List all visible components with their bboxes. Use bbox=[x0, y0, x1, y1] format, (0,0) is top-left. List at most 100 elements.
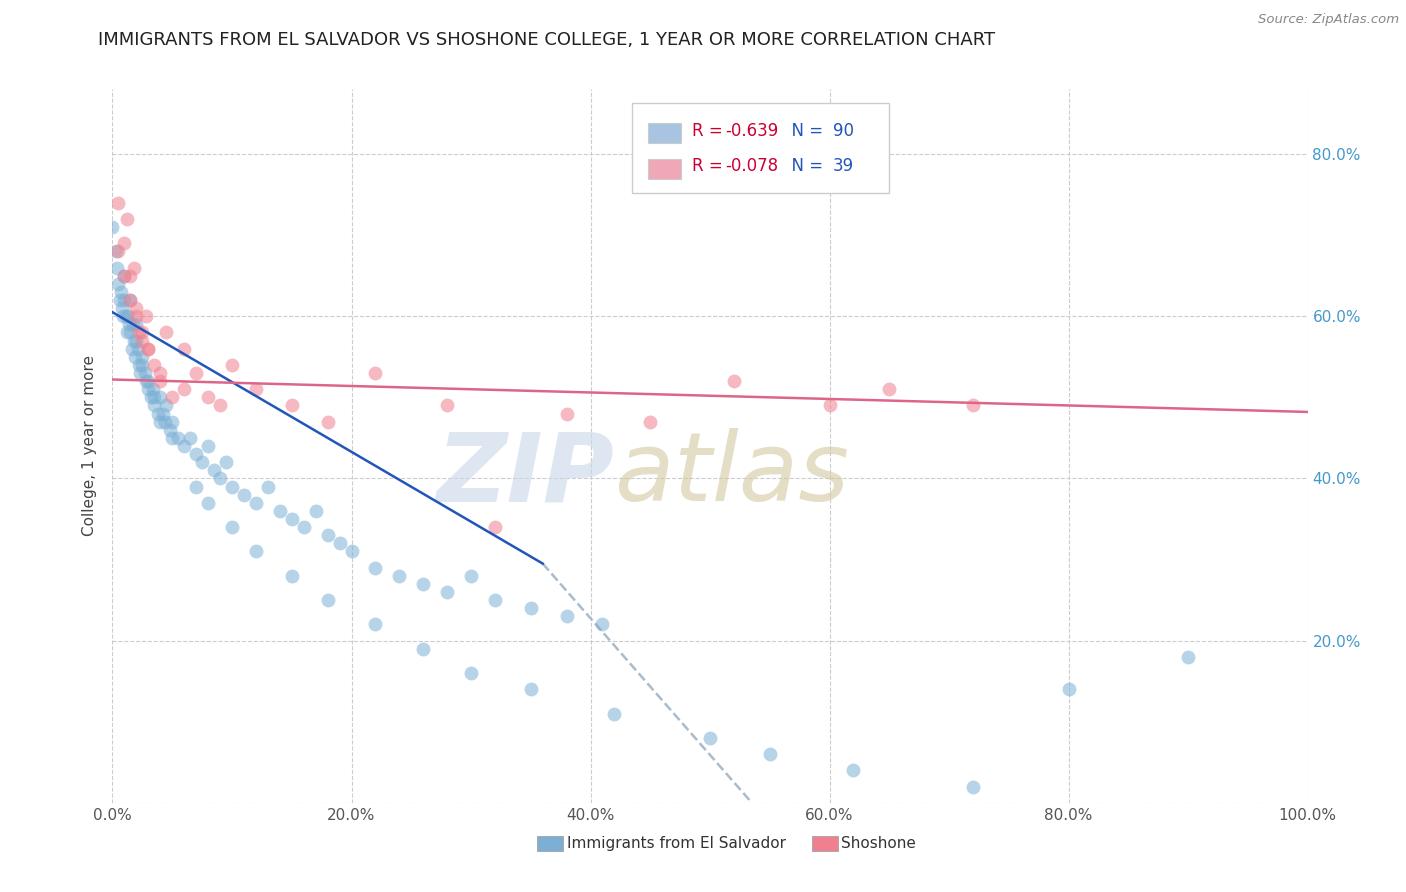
Text: N =: N = bbox=[780, 121, 828, 139]
Point bbox=[128, 326, 150, 340]
Point bbox=[197, 390, 219, 404]
Point bbox=[215, 455, 238, 469]
Point bbox=[197, 439, 219, 453]
Point bbox=[962, 399, 984, 413]
Text: R =: R = bbox=[692, 121, 728, 139]
Point bbox=[110, 285, 132, 299]
Point bbox=[699, 731, 721, 745]
FancyBboxPatch shape bbox=[537, 836, 562, 851]
Point bbox=[134, 366, 156, 380]
Text: IMMIGRANTS FROM EL SALVADOR VS SHOSHONE COLLEGE, 1 YEAR OR MORE CORRELATION CHAR: IMMIGRANTS FROM EL SALVADOR VS SHOSHONE … bbox=[98, 31, 995, 49]
Point bbox=[245, 544, 267, 558]
Point bbox=[191, 455, 214, 469]
Point bbox=[221, 358, 243, 372]
Point bbox=[879, 382, 901, 396]
Point bbox=[129, 366, 152, 380]
Point bbox=[436, 585, 458, 599]
Point bbox=[484, 593, 506, 607]
Text: Shoshone: Shoshone bbox=[842, 836, 917, 851]
Point bbox=[221, 520, 243, 534]
Point bbox=[120, 293, 142, 307]
Point bbox=[142, 382, 165, 396]
Point bbox=[149, 374, 172, 388]
Point bbox=[125, 318, 148, 332]
Point bbox=[364, 617, 387, 632]
Point bbox=[197, 496, 219, 510]
Point bbox=[124, 350, 146, 364]
Point bbox=[120, 326, 142, 340]
Text: 39: 39 bbox=[834, 157, 855, 175]
Point bbox=[245, 382, 267, 396]
Point bbox=[412, 577, 434, 591]
Point bbox=[131, 358, 153, 372]
Point bbox=[107, 195, 129, 210]
Text: 90: 90 bbox=[834, 121, 853, 139]
Point bbox=[209, 471, 232, 485]
Point bbox=[125, 310, 148, 324]
Point bbox=[173, 382, 195, 396]
Point bbox=[281, 568, 304, 582]
Point bbox=[127, 342, 149, 356]
Point bbox=[257, 479, 280, 493]
Point bbox=[146, 407, 169, 421]
Point bbox=[292, 520, 315, 534]
Point bbox=[138, 382, 160, 396]
Text: -0.078: -0.078 bbox=[725, 157, 779, 175]
Point bbox=[316, 593, 339, 607]
Point bbox=[460, 568, 482, 582]
Point bbox=[520, 601, 543, 615]
Point bbox=[179, 431, 201, 445]
Point bbox=[281, 512, 304, 526]
Point bbox=[162, 431, 183, 445]
Point bbox=[316, 415, 339, 429]
Point bbox=[107, 244, 129, 259]
Text: -0.639: -0.639 bbox=[725, 121, 779, 139]
Text: ZIP: ZIP bbox=[436, 428, 614, 521]
Text: Source: ZipAtlas.com: Source: ZipAtlas.com bbox=[1258, 13, 1399, 27]
Point bbox=[115, 326, 138, 340]
Point bbox=[173, 342, 195, 356]
Point bbox=[186, 479, 208, 493]
Point bbox=[120, 293, 142, 307]
Text: R =: R = bbox=[692, 157, 728, 175]
Point bbox=[555, 609, 578, 624]
Point bbox=[221, 479, 243, 493]
Point bbox=[149, 415, 172, 429]
Point bbox=[202, 463, 225, 477]
Point bbox=[143, 358, 166, 372]
Point bbox=[122, 334, 145, 348]
Point bbox=[114, 236, 135, 251]
Point bbox=[149, 366, 172, 380]
Text: Immigrants from El Salvador: Immigrants from El Salvador bbox=[567, 836, 786, 851]
Point bbox=[117, 310, 139, 324]
Point bbox=[138, 342, 160, 356]
Point bbox=[152, 407, 174, 421]
Point bbox=[233, 488, 256, 502]
FancyBboxPatch shape bbox=[648, 123, 682, 144]
Point bbox=[555, 407, 578, 421]
Point bbox=[962, 780, 984, 794]
Point bbox=[128, 358, 150, 372]
Point bbox=[759, 747, 782, 761]
Point bbox=[842, 764, 865, 778]
FancyBboxPatch shape bbox=[811, 836, 838, 851]
Point bbox=[107, 277, 129, 291]
Text: atlas: atlas bbox=[614, 428, 849, 521]
Point bbox=[135, 374, 157, 388]
Point bbox=[364, 366, 387, 380]
Point bbox=[112, 310, 135, 324]
Point bbox=[162, 415, 183, 429]
Point bbox=[167, 431, 190, 445]
Point bbox=[143, 390, 166, 404]
Point bbox=[723, 374, 745, 388]
Point bbox=[149, 390, 172, 404]
Point bbox=[114, 310, 136, 324]
Point bbox=[125, 301, 148, 315]
Point bbox=[162, 390, 183, 404]
Point bbox=[121, 342, 143, 356]
Point bbox=[173, 439, 195, 453]
Point bbox=[436, 399, 458, 413]
Point bbox=[329, 536, 352, 550]
Point bbox=[108, 293, 131, 307]
Point bbox=[1057, 682, 1080, 697]
